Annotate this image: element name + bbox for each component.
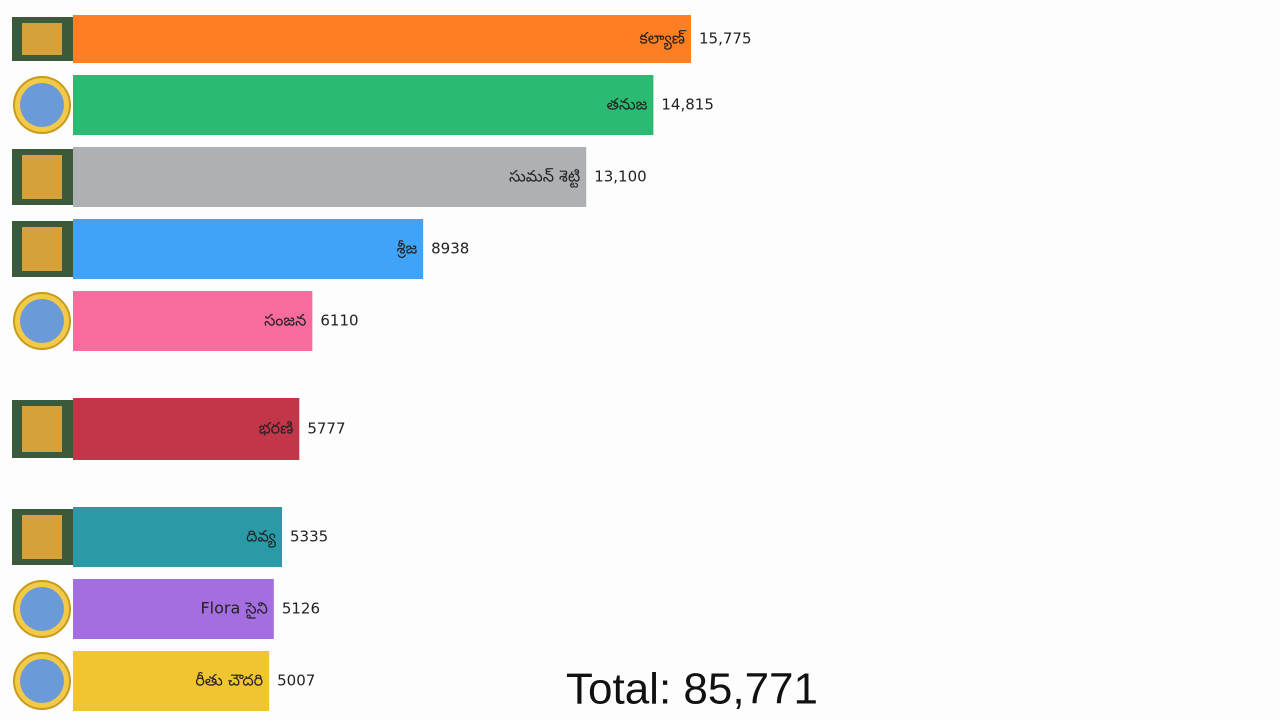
bar — [73, 219, 424, 279]
bar — [73, 398, 300, 460]
avatar-inner — [22, 227, 62, 271]
bar — [73, 651, 270, 711]
bar-name: శ్రీజ — [396, 239, 417, 259]
bar-name: సుమన్ శెట్టి — [509, 167, 580, 189]
value-label: 14,815 — [661, 96, 714, 114]
bar — [73, 579, 274, 639]
value-label: 13,100 — [594, 168, 647, 186]
bar-name: సంజన — [264, 311, 306, 330]
bar-name: కల్యాణ్ — [639, 29, 686, 51]
value-label: 5126 — [282, 600, 320, 618]
value-label: 5335 — [290, 528, 328, 546]
bar — [73, 15, 691, 63]
total-label: Total: 85,771 — [566, 665, 818, 714]
avatar-inner — [20, 587, 64, 631]
avatar-inner — [20, 83, 64, 127]
avatar-inner — [22, 155, 62, 199]
bar-name: Flora సైని — [200, 599, 267, 620]
bar — [73, 507, 283, 567]
avatar-inner — [20, 299, 64, 343]
value-label: 15,775 — [699, 30, 752, 48]
value-label: 8938 — [431, 240, 469, 258]
bar — [73, 291, 313, 351]
value-label: 5007 — [277, 672, 315, 690]
value-label: 5777 — [307, 420, 345, 438]
avatar-inner — [22, 406, 62, 452]
value-label: 6110 — [320, 312, 358, 330]
avatar-inner — [20, 659, 64, 703]
bar — [73, 75, 654, 135]
avatar-inner — [22, 515, 62, 559]
bar-name: భరణి — [259, 419, 294, 438]
bar — [73, 147, 587, 207]
bar-name: రీతు చౌదరి — [195, 671, 263, 690]
avatar-inner — [22, 23, 62, 55]
bar-name: దివ్య — [246, 527, 276, 549]
bar-name: తనుజ — [606, 95, 647, 114]
